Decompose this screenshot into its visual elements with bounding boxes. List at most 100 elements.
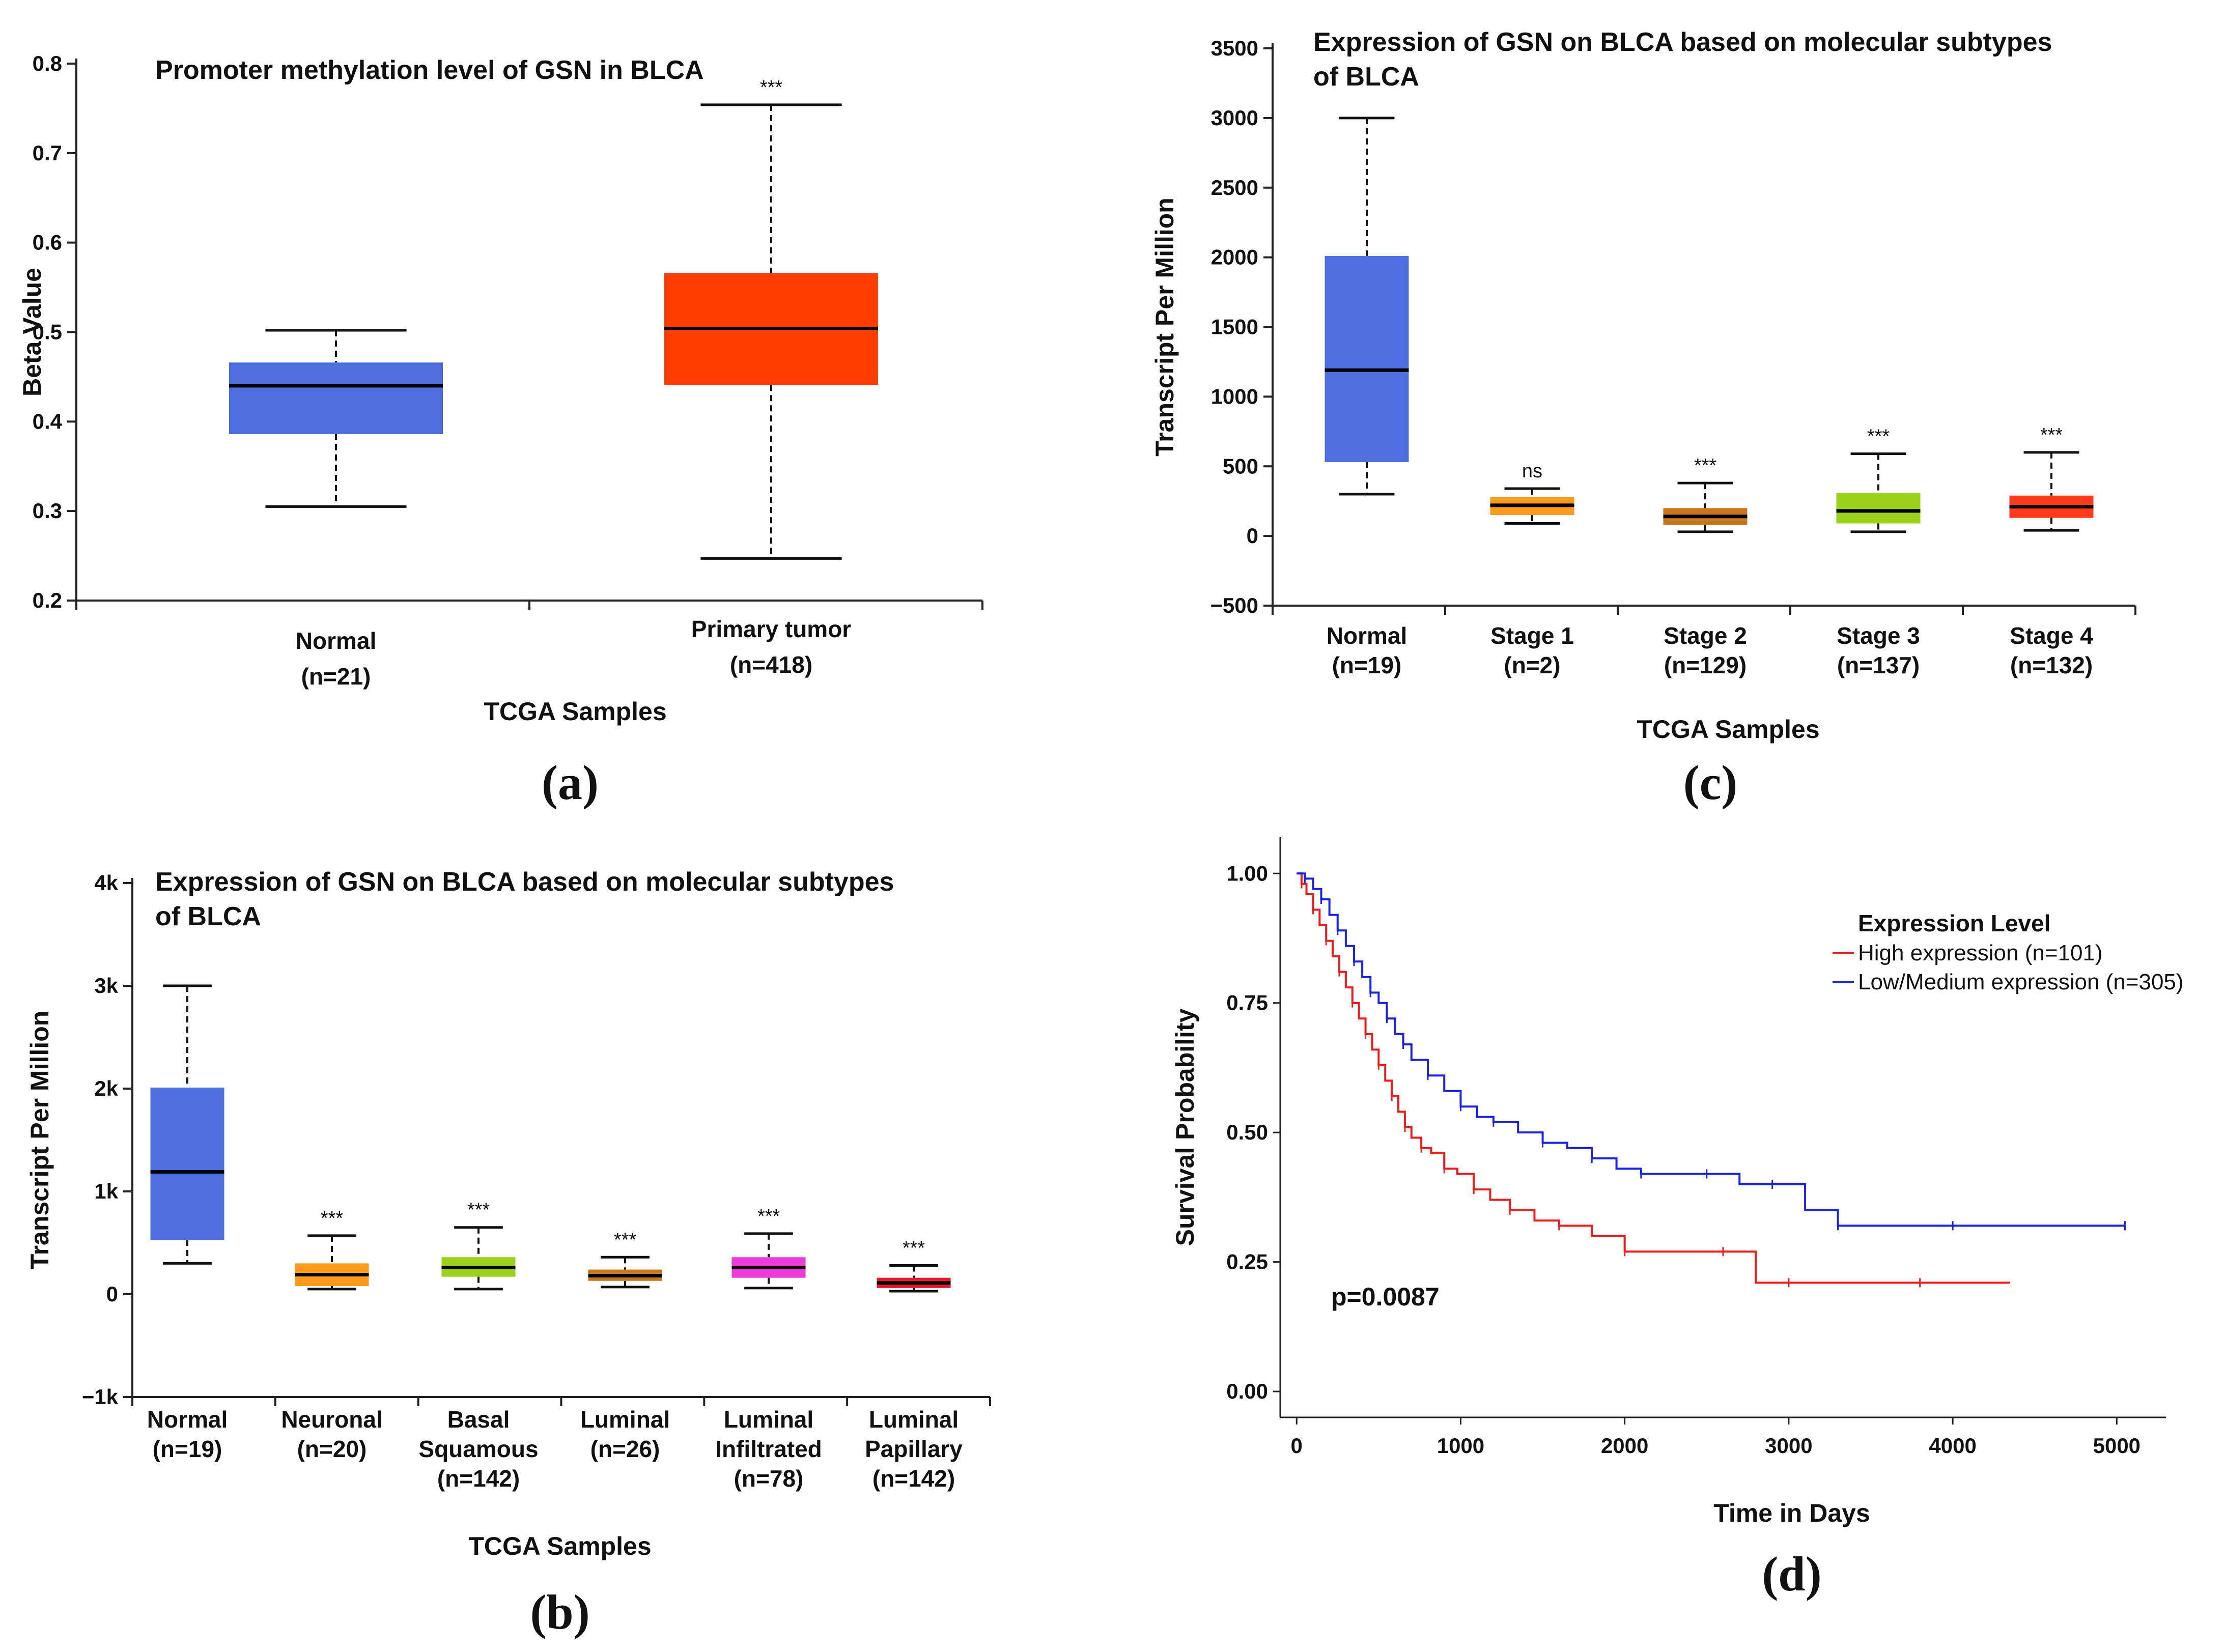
c-box — [1836, 493, 1921, 524]
b-y-tick-label: 3k — [94, 974, 118, 998]
b-category-label-line-1: Infiltrated — [715, 1436, 822, 1462]
b-category-label-line-2: (n=142) — [437, 1465, 520, 1492]
c-significance-label: *** — [2040, 424, 2063, 446]
a-y-tick-label: 0.6 — [33, 231, 62, 254]
d-series-line-high — [1297, 872, 2010, 1284]
c-category-label-line-1: (n=2) — [1504, 652, 1560, 678]
d-legend-title: Expression Level — [1858, 910, 2050, 936]
c-panel-label: (c) — [1683, 755, 1738, 810]
a-significance-label: *** — [760, 77, 783, 98]
b-y-tick-label: 4k — [94, 871, 118, 895]
c-significance-label: *** — [1694, 455, 1717, 476]
c-y-axis-label: Transcript Per Million — [1150, 197, 1179, 456]
a-category-label: Normal — [296, 628, 376, 654]
a-y-tick-label: 0.2 — [33, 588, 62, 612]
a-y-tick-label: 0.8 — [33, 51, 62, 75]
c-category-label-line-0: Stage 3 — [1837, 622, 1920, 649]
c-category-label-line-1: (n=19) — [1332, 652, 1402, 678]
d-x-tick-label: 2000 — [1601, 1434, 1648, 1458]
b-y-tick-label: 2k — [94, 1076, 118, 1100]
a-box — [229, 362, 443, 434]
c-y-tick-label: 3000 — [1211, 106, 1258, 130]
c-significance-label: *** — [1867, 426, 1890, 447]
b-category-label-line-0: Luminal — [869, 1406, 959, 1433]
a-category-n-label: (n=21) — [301, 663, 371, 690]
b-panel-label: (b) — [530, 1585, 589, 1639]
b-significance-label: *** — [903, 1237, 925, 1259]
c-title-line-0: Expression of GSN on BLCA based on molec… — [1313, 27, 2052, 57]
a-y-tick-label: 0.7 — [33, 141, 62, 165]
b-category-label-line-1: Squamous — [418, 1436, 538, 1462]
d-x-tick-label: 1000 — [1437, 1434, 1484, 1458]
b-x-axis-label: TCGA Samples — [468, 1532, 651, 1560]
b-category-label-line-1: (n=19) — [153, 1436, 222, 1462]
c-title-line-1: of BLCA — [1313, 62, 1419, 92]
d-y-axis-label: Survival Probability — [1171, 1008, 1199, 1246]
b-category-label-line-0: Normal — [147, 1406, 228, 1433]
d-x-tick-label: 3000 — [1765, 1434, 1812, 1458]
panel-b-subtype-boxplot: −1k 0 1k 2k 3k 4k Expression of GSN on BLCA ba… — [25, 867, 991, 1639]
a-category-n-label: (n=418) — [730, 651, 812, 678]
b-y-axis-label: Transcript Per Million — [25, 1011, 54, 1269]
b-y-tick-label: −1k — [82, 1385, 119, 1409]
c-box — [1325, 255, 1409, 463]
panel-a-methylation-boxplot: 0.2 0.3 0.4 0.5 0.6 0.7 0.8 Promoter methylatio… — [18, 51, 983, 810]
d-x-axis-label: Time in Days — [1713, 1499, 1870, 1527]
c-y-tick-label: 2000 — [1211, 245, 1258, 269]
a-y-axis-label: Beta Value — [18, 268, 46, 396]
a-category-label: Primary tumor — [691, 616, 852, 642]
c-x-axis-label: TCGA Samples — [1637, 715, 1819, 744]
b-y-tick-label: 1k — [94, 1179, 118, 1203]
b-category-label-line-0: Neuronal — [281, 1406, 382, 1433]
b-significance-label: *** — [614, 1229, 637, 1250]
d-legend-entry: Low/Medium expression (n=305) — [1858, 970, 2184, 994]
b-category-label-line-0: Luminal — [580, 1406, 670, 1433]
c-category-label-line-0: Stage 1 — [1490, 622, 1574, 649]
b-category-label-line-2: (n=78) — [734, 1465, 804, 1492]
d-p-value-label: p=0.0087 — [1331, 1283, 1440, 1311]
c-y-tick-label: 1000 — [1211, 384, 1258, 408]
c-y-tick-label: 1500 — [1211, 315, 1258, 339]
b-category-label-line-1: (n=26) — [590, 1436, 660, 1462]
c-y-tick-label: 2500 — [1211, 176, 1258, 200]
b-category-label-line-1: Papillary — [865, 1436, 963, 1462]
c-y-tick-label: 500 — [1223, 454, 1258, 478]
c-category-label-line-0: Stage 2 — [1664, 622, 1747, 649]
d-y-tick-label: 0.25 — [1226, 1250, 1268, 1274]
c-category-label-line-0: Normal — [1327, 622, 1407, 649]
b-title-line-1: of BLCA — [155, 902, 261, 931]
a-panel-label: (a) — [542, 755, 599, 810]
b-significance-label: *** — [467, 1200, 490, 1221]
c-category-label-line-1: (n=137) — [1837, 652, 1920, 678]
d-y-tick-label: 0.50 — [1226, 1120, 1268, 1144]
b-y-tick-label: 0 — [106, 1282, 118, 1306]
b-category-label-line-0: Basal — [447, 1406, 510, 1433]
c-y-tick-label: −500 — [1210, 593, 1258, 617]
b-category-label-line-2: (n=142) — [872, 1465, 955, 1492]
c-y-tick-label: 0 — [1247, 524, 1258, 548]
panel-d-survival-curve: 0.00 0.25 0.50 0.75 1.00 0 1000 2000 3000 4000 500… — [1171, 837, 2184, 1601]
d-y-tick-label: 1.00 — [1226, 861, 1268, 885]
c-category-label-line-1: (n=132) — [2010, 652, 2093, 678]
d-x-tick-label: 4000 — [1929, 1434, 1976, 1458]
a-y-tick-label: 0.5 — [33, 320, 62, 344]
a-y-tick-label: 0.3 — [33, 499, 62, 523]
b-significance-label: *** — [321, 1208, 344, 1229]
d-y-tick-label: 0.75 — [1226, 991, 1268, 1015]
d-panel-label: (d) — [1762, 1547, 1821, 1601]
d-x-tick-label: 5000 — [2093, 1434, 2140, 1458]
a-title-line-0: Promoter methylation level of GSN in BLC… — [155, 55, 704, 85]
b-category-label-line-1: (n=20) — [297, 1436, 367, 1462]
c-category-label-line-1: (n=129) — [1664, 652, 1747, 678]
c-significance-label: ns — [1522, 461, 1542, 482]
b-significance-label: *** — [757, 1206, 780, 1227]
b-title-line-0: Expression of GSN on BLCA based on molec… — [155, 867, 894, 897]
d-series-line-low-medium — [1297, 872, 2125, 1227]
d-legend-entry: High expression (n=101) — [1858, 941, 2103, 965]
b-category-label-line-0: Luminal — [724, 1406, 813, 1433]
c-category-label-line-0: Stage 4 — [2010, 622, 2093, 649]
d-y-tick-label: 0.00 — [1226, 1379, 1268, 1403]
a-y-tick-label: 0.4 — [33, 409, 63, 433]
